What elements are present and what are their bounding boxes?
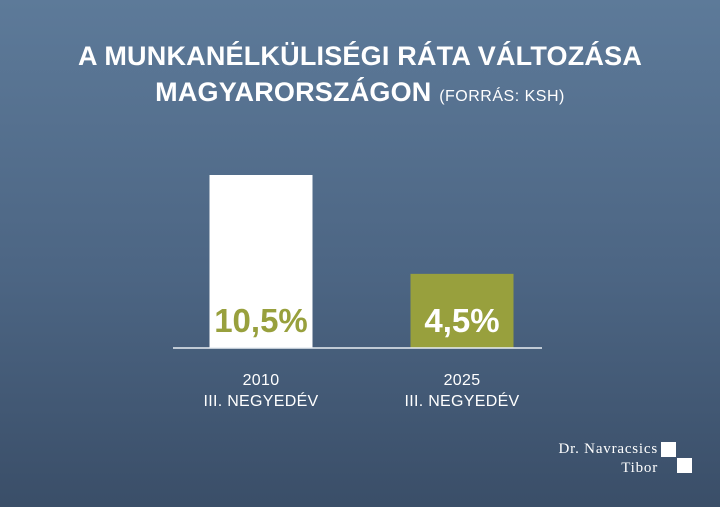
bars-group: 10,5% 4,5% (209, 175, 514, 348)
chart-title: A MUNKANÉLKÜLISÉGI RÁTA VÁLTOZÁSA MAGYAR… (0, 38, 720, 115)
author-name-line-2: Tibor (621, 460, 658, 476)
category-label-2010: 2010 III. NEGYEDÉV (161, 370, 361, 412)
category-quarter: III. NEGYEDÉV (404, 393, 520, 410)
author-logo: Dr. Navracsics Tibor (558, 440, 692, 478)
bar-value-label: 10,5% (214, 302, 308, 339)
bar-2025 (410, 273, 514, 348)
category-label-2025: 2025 III. NEGYEDÉV (362, 370, 562, 412)
title-line-1: A MUNKANÉLKÜLISÉGI RÁTA VÁLTOZÁSA (77, 41, 643, 71)
author-name-line-1: Dr. Navracsics (558, 441, 658, 457)
bar-value-label: 4,5% (424, 302, 499, 339)
title-line-2-main: MAGYARORSZÁGON (155, 77, 432, 107)
bar-2010 (209, 175, 313, 348)
logo-square-icon (661, 442, 676, 457)
category-year: 2025 (443, 372, 481, 389)
title-line-2: MAGYARORSZÁGON (FORRÁS: KSH) (0, 74, 720, 115)
category-quarter: III. NEGYEDÉV (203, 393, 319, 410)
title-source: (FORRÁS: KSH) (439, 88, 565, 105)
logo-square-icon (677, 458, 692, 473)
category-year: 2010 (242, 372, 280, 389)
